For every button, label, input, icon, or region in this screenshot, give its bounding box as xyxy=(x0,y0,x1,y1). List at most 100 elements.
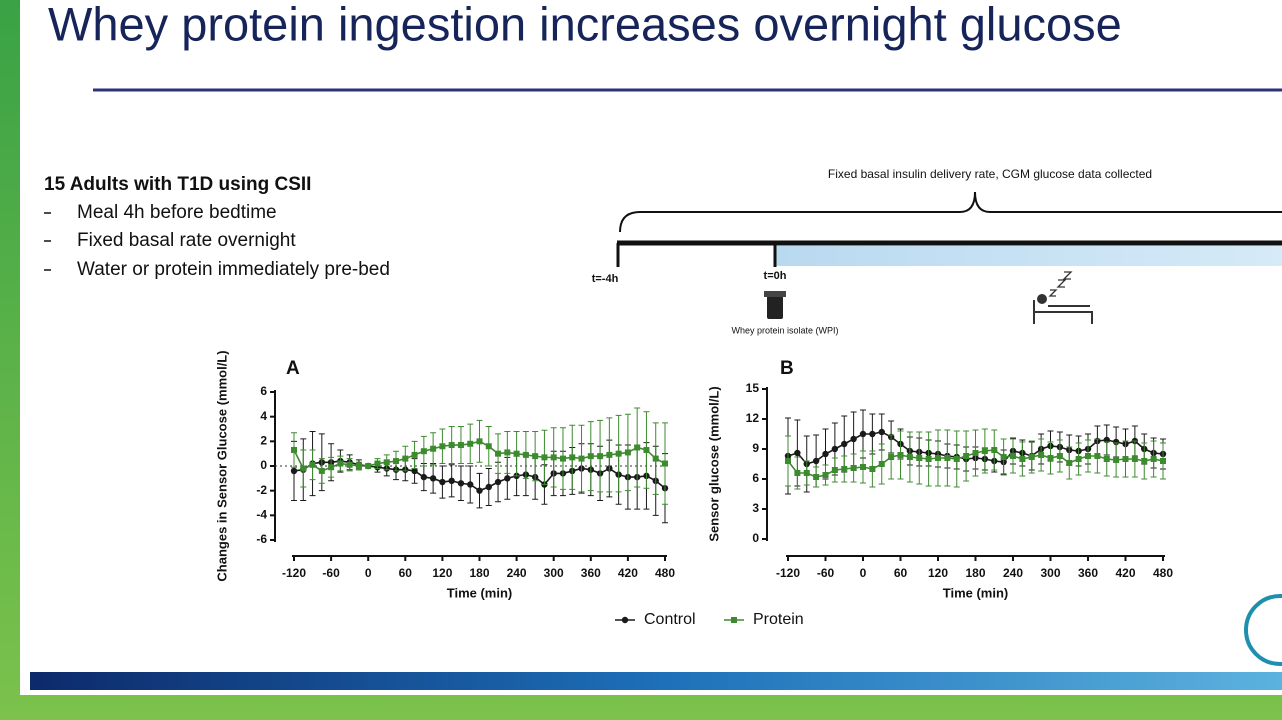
marker xyxy=(541,454,548,461)
footer-bar xyxy=(30,672,1282,690)
y-tick-label: -2 xyxy=(256,483,267,497)
legend-label: Control xyxy=(644,611,696,628)
x-tick-label: 180 xyxy=(469,566,489,580)
marker xyxy=(1075,456,1082,462)
legend-label: Protein xyxy=(753,611,804,628)
y-axis-label: Changes in Sensor Glucose (mmol/L) xyxy=(214,350,229,581)
marker xyxy=(606,451,613,458)
marker xyxy=(972,450,979,456)
marker xyxy=(309,461,316,468)
x-tick-label: 0 xyxy=(860,566,867,580)
marker xyxy=(430,445,437,452)
x-tick-label: 60 xyxy=(399,566,413,580)
intervention-label: Whey protein isolate (WPI) xyxy=(731,325,838,335)
x-tick-label: 120 xyxy=(928,566,948,580)
x-tick-label: 360 xyxy=(1078,566,1098,580)
x-tick-label: -60 xyxy=(322,566,340,580)
marker xyxy=(869,466,876,472)
marker xyxy=(337,460,344,467)
y-tick-label: -4 xyxy=(256,508,267,522)
marker xyxy=(794,470,801,476)
x-tick-label: 300 xyxy=(544,566,564,580)
marker xyxy=(597,453,604,460)
marker xyxy=(448,477,455,484)
bed xyxy=(1033,300,1093,324)
marker xyxy=(1112,438,1120,446)
marker xyxy=(662,460,668,467)
marker xyxy=(1103,456,1110,462)
zzz xyxy=(1048,271,1073,297)
marker xyxy=(1094,453,1101,459)
marker xyxy=(831,467,838,473)
marker xyxy=(550,454,557,461)
y-tick-label: 9 xyxy=(752,441,759,455)
marker xyxy=(859,430,867,438)
marker xyxy=(1131,456,1138,462)
marker xyxy=(1056,453,1063,459)
marker xyxy=(290,467,298,475)
marker xyxy=(457,480,465,487)
marker xyxy=(365,463,372,469)
x-tick-label: 480 xyxy=(655,566,675,580)
y-tick-label: 4 xyxy=(260,409,267,423)
y-tick-label: 0 xyxy=(260,458,267,472)
marker xyxy=(291,446,297,453)
marker xyxy=(916,455,923,461)
marker xyxy=(346,461,353,468)
bullet: Fixed basal rate overnight xyxy=(77,230,296,251)
x-tick-label: 240 xyxy=(1003,566,1023,580)
x-axis-label: Time (min) xyxy=(943,585,1009,600)
marker xyxy=(559,455,566,462)
marker xyxy=(906,454,913,460)
legend-marker xyxy=(621,616,629,624)
x-tick-label: 240 xyxy=(507,566,527,580)
y-tick-label: -6 xyxy=(256,532,267,546)
y-axis-label: Sensor glucose (mmol/L) xyxy=(706,386,721,541)
marker xyxy=(869,430,876,438)
slide-body xyxy=(20,0,1282,695)
marker xyxy=(841,440,848,448)
marker xyxy=(1047,455,1054,461)
marker xyxy=(402,455,409,462)
marker xyxy=(803,470,810,476)
marker xyxy=(513,450,520,457)
marker xyxy=(878,428,885,436)
marker xyxy=(411,451,418,458)
marker xyxy=(850,435,857,443)
marker xyxy=(420,473,428,481)
marker xyxy=(532,453,539,460)
marker xyxy=(476,438,483,445)
study-heading: 15 Adults with T1D using CSII xyxy=(44,174,311,195)
marker xyxy=(785,458,791,464)
marker xyxy=(578,455,585,462)
marker xyxy=(429,475,437,482)
marker xyxy=(812,457,820,465)
marker xyxy=(1085,453,1091,459)
marker xyxy=(485,483,492,491)
marker xyxy=(467,481,474,488)
x-tick-label: 420 xyxy=(1115,566,1135,580)
marker xyxy=(393,458,400,465)
x-tick-label: 360 xyxy=(581,566,601,580)
bullet: Water or protein immediately pre-bed xyxy=(77,259,390,280)
marker xyxy=(494,478,502,486)
timeline-zero: t=0h xyxy=(764,270,787,282)
marker xyxy=(318,467,325,474)
panel-label: A xyxy=(286,358,300,379)
marker xyxy=(569,454,576,461)
y-tick-label: 6 xyxy=(260,384,267,398)
marker xyxy=(1141,458,1148,464)
y-tick-label: 6 xyxy=(752,471,759,485)
marker xyxy=(925,456,932,462)
marker xyxy=(1113,457,1120,463)
marker xyxy=(878,461,885,467)
marker xyxy=(328,464,335,471)
marker xyxy=(504,475,511,482)
marker xyxy=(587,453,594,460)
bullets: Meal 4h before bedtime Fixed basal rate … xyxy=(44,202,390,280)
shaker-icon xyxy=(767,296,783,319)
y-tick-label: 15 xyxy=(746,381,760,395)
marker xyxy=(1150,456,1157,462)
x-tick-label: 120 xyxy=(432,566,452,580)
